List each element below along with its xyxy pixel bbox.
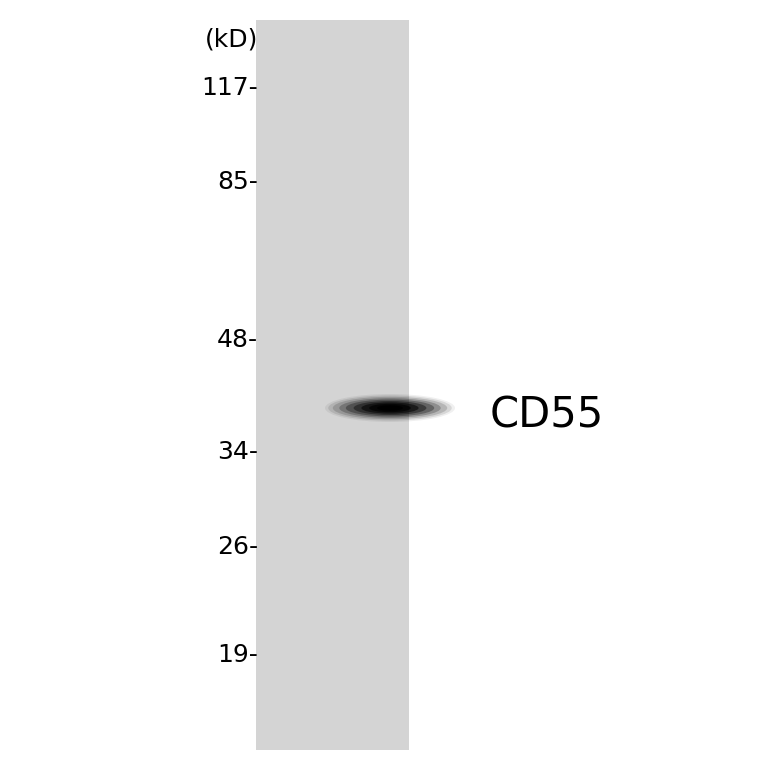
Text: 34-: 34- bbox=[217, 440, 258, 464]
Text: 19-: 19- bbox=[217, 643, 258, 667]
Ellipse shape bbox=[346, 400, 434, 416]
Ellipse shape bbox=[361, 403, 419, 413]
Ellipse shape bbox=[377, 405, 403, 411]
Ellipse shape bbox=[329, 396, 452, 421]
Ellipse shape bbox=[384, 406, 397, 410]
Ellipse shape bbox=[369, 404, 411, 413]
Text: 117-: 117- bbox=[201, 76, 258, 100]
Ellipse shape bbox=[339, 398, 441, 418]
Text: (kD): (kD) bbox=[205, 28, 258, 52]
Text: 26-: 26- bbox=[217, 535, 258, 559]
Text: 85-: 85- bbox=[217, 170, 258, 194]
Ellipse shape bbox=[325, 394, 455, 422]
Text: 48-: 48- bbox=[217, 328, 258, 352]
Text: CD55: CD55 bbox=[490, 394, 604, 436]
Bar bbox=[256, 20, 409, 750]
Ellipse shape bbox=[354, 401, 426, 415]
Ellipse shape bbox=[333, 397, 447, 419]
